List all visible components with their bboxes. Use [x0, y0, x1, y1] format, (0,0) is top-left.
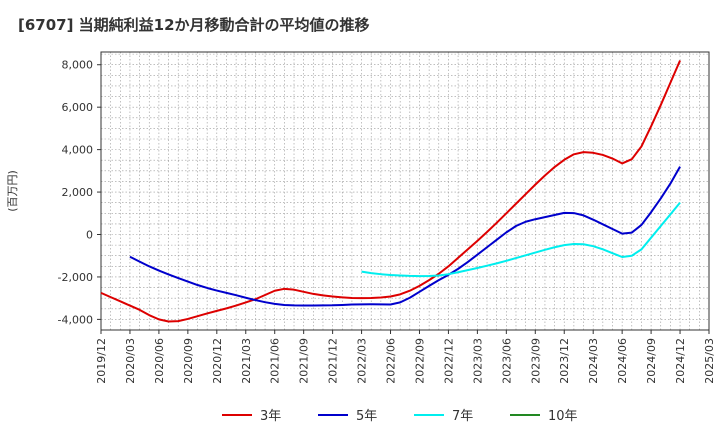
x-tick-label: 2023/06: [500, 338, 513, 384]
y-tick-label: -2,000: [58, 271, 93, 284]
x-tick-label: 2020/09: [182, 338, 195, 384]
x-tick-label: 2020/06: [153, 338, 166, 384]
x-tick-label: 2021/03: [240, 338, 253, 384]
x-tick-label: 2023/09: [529, 338, 542, 384]
series-line-7年: [361, 202, 681, 278]
y-axis-label: (百万円): [6, 170, 19, 212]
x-tick-label: 2021/12: [327, 338, 340, 384]
chart-title: [6707] 当期純利益12か月移動合計の平均値の推移: [18, 16, 370, 34]
legend-label: 3年: [260, 409, 281, 424]
x-tick-label: 2021/09: [298, 338, 311, 384]
y-tick-label: -4,000: [58, 313, 93, 326]
y-tick-label: 6,000: [62, 101, 94, 114]
x-tick-label: 2022/12: [442, 338, 455, 384]
legend-label: 5年: [356, 409, 377, 424]
x-tick-label: 2021/06: [269, 338, 282, 384]
x-tick-label: 2024/12: [674, 338, 687, 384]
x-tick-label: 2022/03: [356, 338, 369, 384]
series-line-5年: [129, 166, 681, 307]
y-tick-label: 2,000: [62, 186, 94, 199]
x-tick-label: 2025/03: [703, 338, 716, 384]
y-tick-label: 8,000: [62, 59, 94, 72]
plot-area: [101, 52, 709, 330]
y-tick-label: 0: [86, 229, 93, 242]
y-tick-label: 4,000: [62, 144, 94, 157]
x-tick-label: 2020/12: [211, 338, 224, 384]
series-line-3年: [100, 60, 681, 323]
x-tick-label: 2024/06: [616, 338, 629, 384]
x-tick-label: 2024/03: [587, 338, 600, 384]
plot-frame: [100, 51, 710, 331]
legend-label: 7年: [452, 409, 473, 424]
x-tick-label: 2024/09: [645, 338, 658, 384]
x-tick-label: 2020/03: [124, 338, 137, 384]
x-tick-label: 2023/12: [558, 338, 571, 384]
x-tick-label: 2019/12: [95, 338, 108, 384]
legend-label: 10年: [548, 409, 578, 424]
x-tick-label: 2022/09: [413, 338, 426, 384]
x-tick-label: 2022/06: [385, 338, 398, 384]
x-tick-label: 2023/03: [471, 338, 484, 384]
